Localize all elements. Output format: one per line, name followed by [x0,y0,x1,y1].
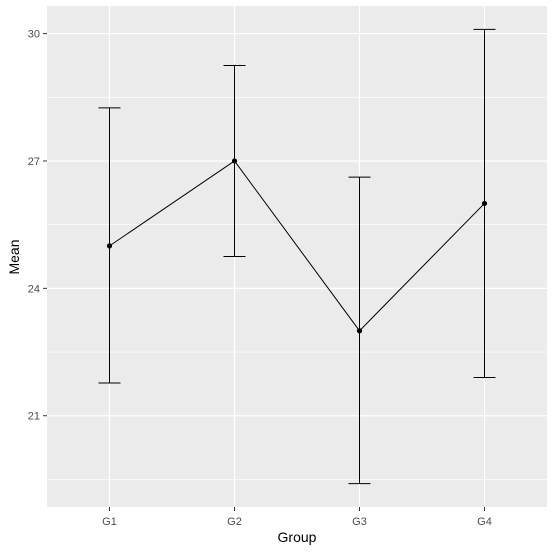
mean-point-g4 [481,200,488,207]
minor-gridlines [47,96,547,480]
mean-point-g2 [231,158,238,164]
x-tick-label: G4 [477,516,492,528]
x-tick-label: G1 [102,516,117,528]
panel-background [47,6,547,507]
mean-point-g1 [106,243,113,249]
x-tick-label: G2 [227,516,242,528]
mean-points [106,158,488,334]
y-tick-label: 30 [28,29,40,41]
y-tick-label: 24 [28,283,40,295]
y-axis-title: Mean [6,239,22,274]
mean-point-g3 [356,328,363,334]
y-tick-label: 27 [28,156,40,168]
x-axis-ticks: G1 G2 G3 G4 [102,507,492,528]
x-tick-label: G3 [352,516,367,528]
y-axis-ticks: 21 24 27 30 [28,29,47,423]
x-axis-title: Group [278,529,317,545]
y-tick-label: 21 [28,411,40,423]
mean-line [109,160,485,332]
